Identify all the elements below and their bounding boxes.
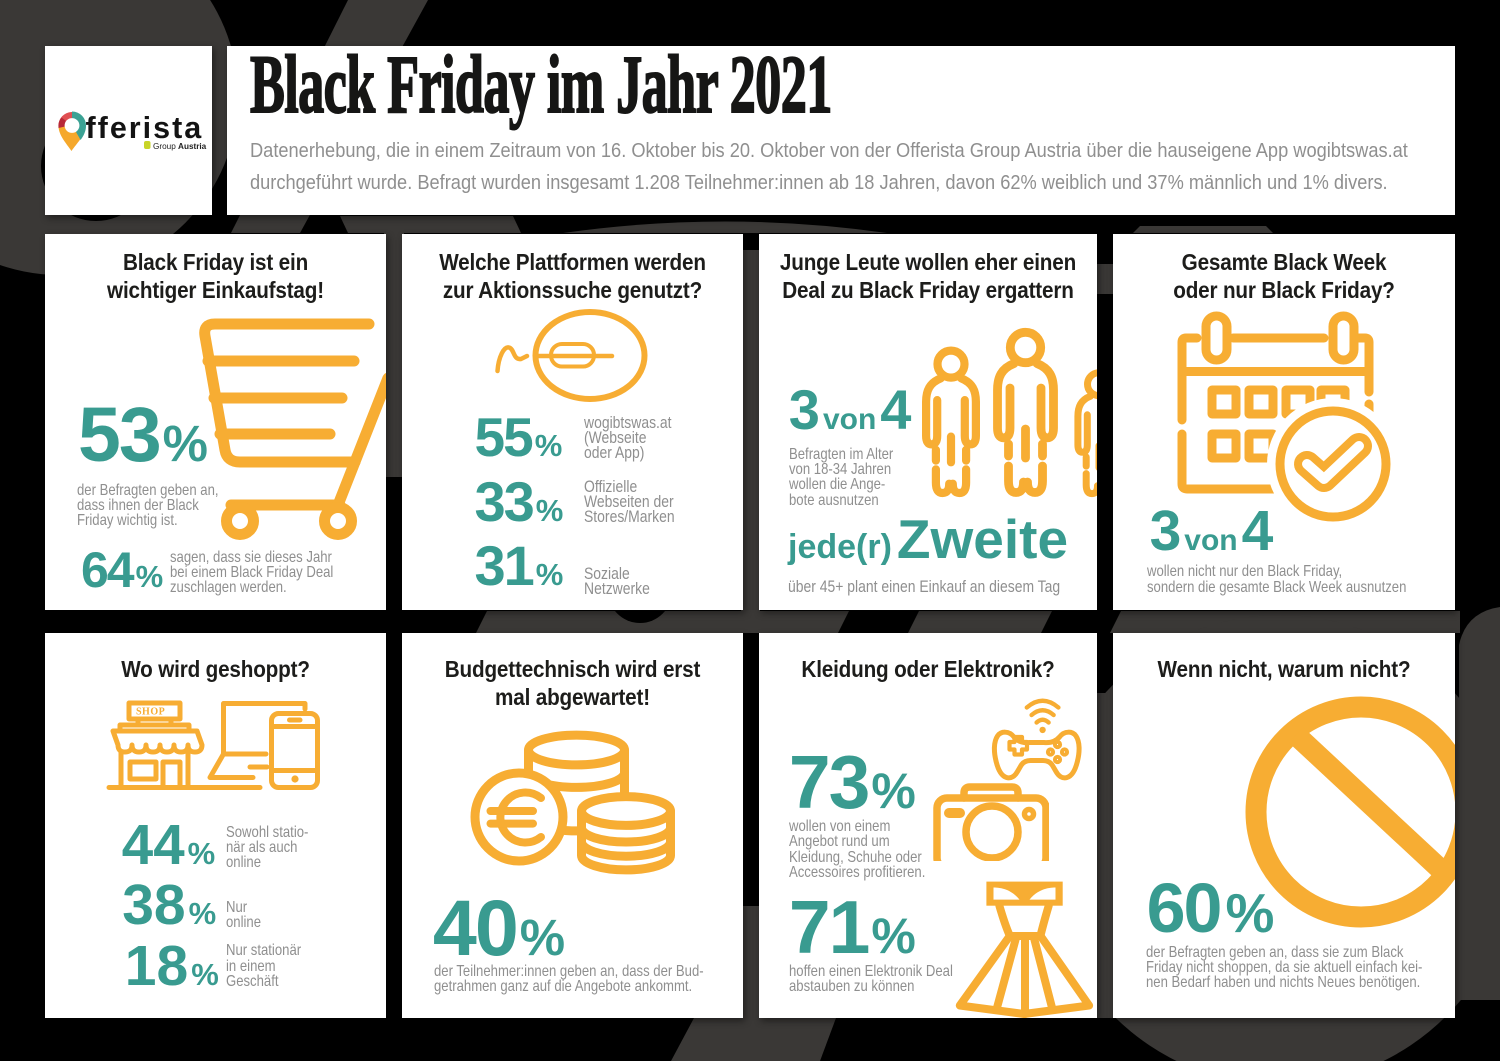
svg-text:SHOP: SHOP (136, 707, 165, 718)
svg-text:fferista: fferista (86, 111, 204, 145)
svg-text:Group Austria: Group Austria (153, 142, 207, 151)
